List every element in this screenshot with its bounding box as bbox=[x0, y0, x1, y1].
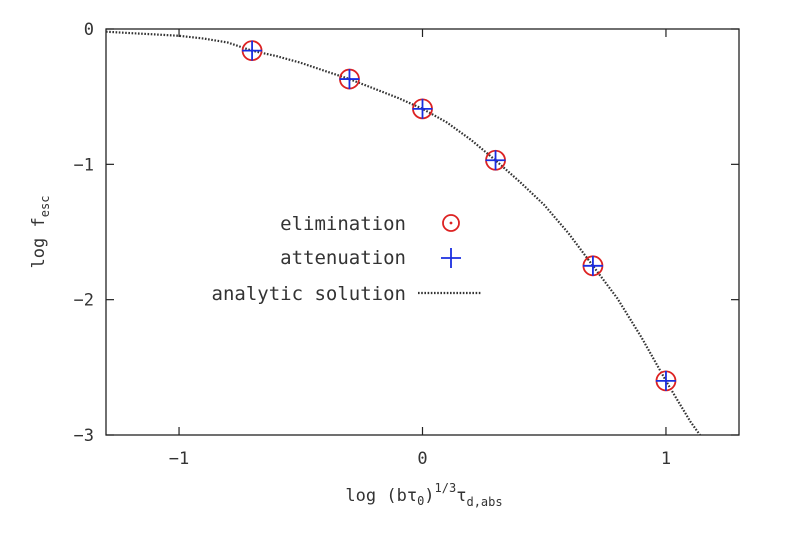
y-tick-label: 0 bbox=[84, 20, 94, 40]
legend-marker-attenuation bbox=[441, 248, 461, 268]
x-tick-label: −1 bbox=[169, 449, 189, 469]
point-attenuation bbox=[339, 69, 360, 90]
legend-marker-elimination bbox=[442, 214, 460, 232]
legend-label-attenuation: attenuation bbox=[280, 247, 406, 269]
point-attenuation bbox=[485, 150, 506, 171]
y-axis-label: log fesc bbox=[29, 196, 52, 269]
point-attenuation bbox=[582, 255, 603, 276]
plot-frame bbox=[105, 28, 740, 436]
x-tick-label: 0 bbox=[417, 449, 427, 469]
legend: elimination attenuation analytic solutio… bbox=[212, 213, 482, 305]
point-attenuation bbox=[242, 40, 263, 61]
x-axis-label: log (bτ0)1/3τd,abs bbox=[345, 481, 502, 509]
legend-label-elimination: elimination bbox=[280, 213, 406, 235]
series-line-analytic bbox=[105, 30, 701, 436]
point-attenuation bbox=[412, 98, 433, 119]
y-tick-label: −3 bbox=[74, 426, 94, 446]
y-tick-label: −2 bbox=[74, 291, 94, 311]
x-tick-label: 1 bbox=[661, 449, 671, 469]
legend-label-analytic: analytic solution bbox=[212, 283, 406, 305]
point-attenuation bbox=[655, 370, 676, 391]
y-tick-label: −1 bbox=[74, 155, 94, 175]
